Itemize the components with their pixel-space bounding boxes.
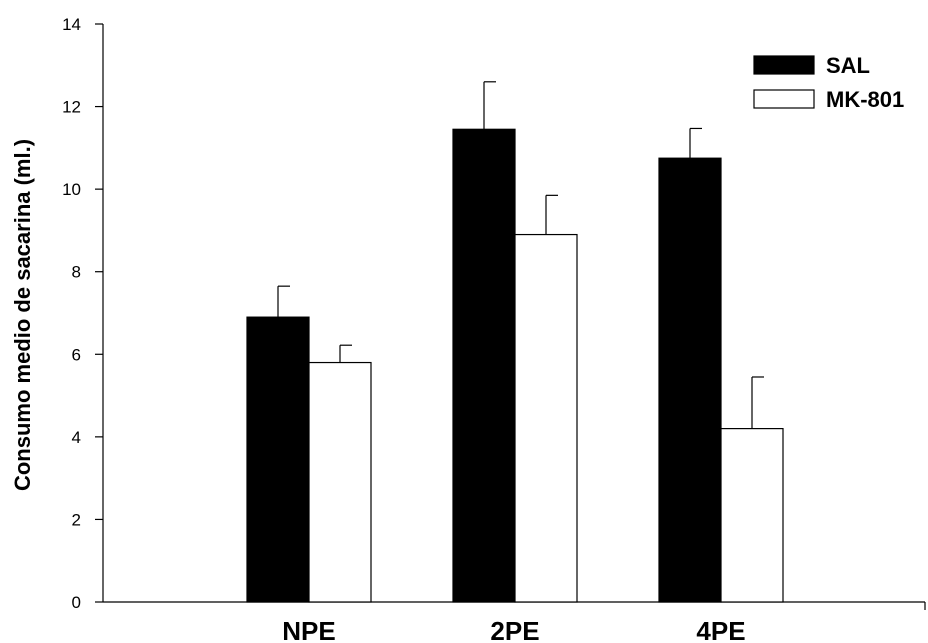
x-category-label: 4PE	[696, 616, 745, 643]
x-category-label: 2PE	[490, 616, 539, 643]
y-tick-label: 6	[72, 345, 81, 364]
bar-sal-4pe	[658, 157, 722, 603]
y-tick-label: 12	[62, 98, 81, 117]
y-tick-label: 14	[62, 15, 81, 34]
legend-label: MK-801	[826, 87, 904, 112]
legend-label: SAL	[826, 53, 870, 78]
error-bars	[277, 81, 764, 429]
y-axis: 0 2 4 6 8 10 12 14	[62, 15, 104, 612]
legend-swatch-sal	[753, 55, 815, 75]
legend-swatch-mk-801	[753, 89, 815, 109]
x-axis	[103, 601, 926, 610]
x-category-label: NPE	[282, 616, 335, 643]
category-labels: NPE 2PE 4PE	[282, 616, 745, 643]
bar-mk-801-npe	[308, 361, 372, 603]
y-tick-label: 10	[62, 180, 81, 199]
y-tick-label: 2	[72, 510, 81, 529]
y-tick-label: 8	[72, 263, 81, 282]
y-tick-label: 0	[72, 593, 81, 612]
bar-sal-2pe	[452, 128, 516, 603]
y-tick-label: 4	[72, 428, 81, 447]
bar-mk-801-2pe	[514, 233, 578, 603]
bars	[246, 128, 784, 603]
legend: SAL MK-801	[753, 53, 904, 112]
bar-sal-npe	[246, 316, 310, 603]
bar-mk-801-4pe	[720, 428, 784, 603]
y-axis-title: Consumo medio de sacarina (ml.)	[10, 139, 35, 491]
